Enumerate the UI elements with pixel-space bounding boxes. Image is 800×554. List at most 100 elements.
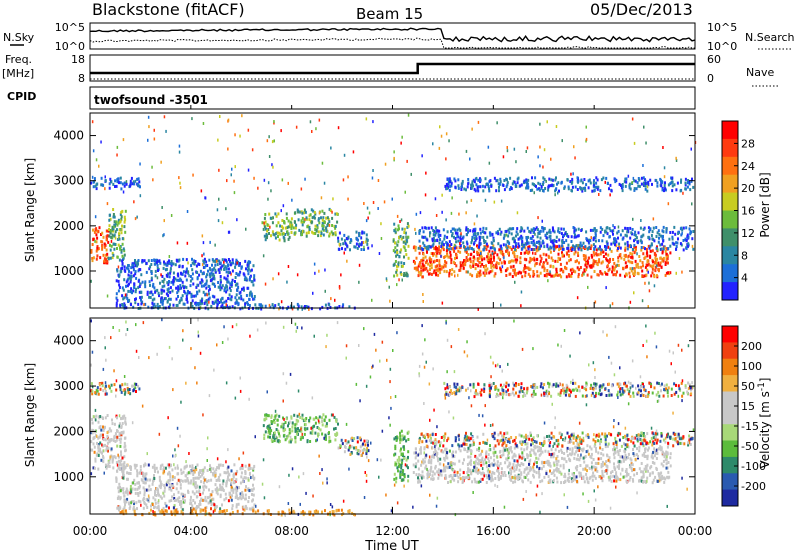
echo-cell	[225, 484, 228, 488]
echo-cell	[397, 465, 400, 468]
echo-cell	[204, 509, 207, 513]
echo-cell	[294, 226, 297, 230]
echo-cell	[501, 265, 504, 269]
echo-cell	[532, 270, 535, 273]
echo-cell	[124, 218, 127, 222]
echo-cell	[305, 216, 308, 220]
echo-cell	[217, 478, 220, 482]
cpid-label: CPID	[7, 90, 36, 103]
echo-cell	[100, 458, 103, 462]
echo-cell	[199, 471, 202, 474]
echo-cell	[324, 303, 327, 307]
echo-cell	[454, 231, 457, 235]
echo-cell	[584, 256, 587, 260]
echo-cell	[307, 305, 310, 309]
echo-cell	[279, 224, 282, 228]
echo-cell	[260, 307, 263, 311]
echo-cell	[534, 262, 537, 266]
echo-cell	[222, 263, 225, 267]
echo-cell	[177, 285, 180, 289]
echo-cell	[123, 466, 126, 470]
echo-cell	[510, 265, 513, 269]
echo-cell	[192, 473, 195, 476]
echo-cell	[480, 252, 482, 255]
echo-cell	[305, 234, 308, 238]
echo-cell	[91, 421, 94, 425]
echo-cell	[536, 235, 539, 239]
echo-cell	[319, 234, 322, 238]
echo-cell	[123, 455, 126, 459]
echo-cell	[505, 249, 508, 253]
echo-cell	[204, 264, 207, 268]
echo-cell	[527, 272, 530, 276]
echo-cell	[421, 248, 424, 252]
echo-cell	[182, 270, 185, 274]
echo-cell	[201, 297, 204, 301]
echo-cell	[291, 429, 294, 433]
echo-cell	[438, 267, 441, 271]
echo-cell	[300, 187, 303, 191]
echo-cell	[134, 482, 137, 486]
echo-cell	[289, 220, 292, 224]
echo-cell	[403, 457, 405, 460]
echo-cell	[123, 220, 126, 224]
echo-cell	[516, 181, 519, 185]
echo-cell	[587, 179, 590, 183]
echo-cell	[423, 244, 426, 248]
echo-cell	[329, 439, 332, 443]
echo-cell	[340, 237, 343, 241]
echo-cell	[539, 229, 542, 233]
echo-cell	[534, 176, 537, 180]
echo-cell	[624, 254, 627, 258]
echo-cell	[471, 274, 474, 278]
echo-cell	[313, 215, 315, 219]
echo-cell	[106, 435, 109, 438]
echo-cell	[118, 232, 120, 236]
echo-cell	[394, 227, 397, 231]
echo-cell	[267, 431, 270, 435]
echo-cell	[334, 231, 337, 235]
echo-cell	[680, 178, 683, 182]
echo-cell	[602, 176, 605, 180]
echo-cell	[163, 219, 165, 223]
echo-cell	[112, 215, 115, 219]
echo-cell	[653, 251, 656, 255]
echo-cell	[393, 274, 396, 278]
echo-cell	[133, 478, 136, 482]
echo-cell	[225, 260, 228, 264]
echo-cell	[472, 184, 475, 188]
echo-cell	[448, 180, 450, 183]
echo-cell	[550, 184, 552, 188]
echo-cell	[396, 466, 399, 470]
echo-cell	[471, 180, 474, 184]
echo-cell	[542, 261, 545, 265]
echo-cell	[357, 238, 359, 242]
echo-cell	[410, 172, 412, 176]
echo-cell	[521, 247, 524, 251]
echo-cell	[327, 217, 330, 221]
echo-cell	[513, 252, 516, 256]
echo-cell	[404, 273, 407, 277]
echo-cell	[109, 229, 112, 232]
echo-cell	[253, 274, 256, 278]
echo-cell	[553, 230, 556, 234]
echo-cell	[495, 189, 498, 193]
echo-cell	[133, 463, 136, 467]
echo-cell	[669, 464, 672, 468]
echo-cell	[223, 300, 226, 304]
echo-cell	[202, 508, 205, 512]
echo-cell	[120, 228, 123, 231]
echo-cell	[270, 438, 273, 442]
echo-cell	[573, 245, 576, 249]
echo-cell	[430, 226, 433, 230]
echo-cell	[231, 504, 234, 508]
echo-cell	[503, 179, 506, 182]
echo-cell	[235, 491, 238, 495]
echo-cell	[280, 300, 283, 304]
echo-cell	[313, 211, 316, 214]
echo-cell	[113, 220, 116, 224]
echo-cell	[651, 182, 653, 186]
echo-cell	[661, 242, 664, 246]
echo-cell	[649, 244, 652, 248]
echo-cell	[498, 182, 501, 186]
